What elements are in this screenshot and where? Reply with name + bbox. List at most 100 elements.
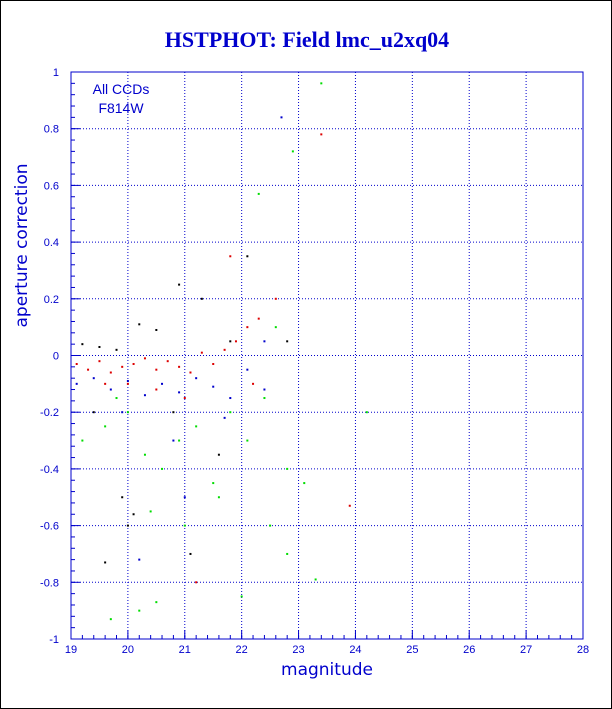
data-point [155,388,158,391]
data-point [274,297,277,300]
data-point [195,425,198,428]
data-point [195,377,198,380]
x-tick-label: 26 [463,644,475,656]
x-tick-label: 25 [406,644,418,656]
data-point [104,425,107,428]
data-point [189,552,192,555]
data-point [223,416,226,419]
data-point [189,371,192,374]
data-point [240,595,243,598]
data-point [178,439,181,442]
data-point [109,371,112,374]
tick-marks [70,71,584,640]
annotation-ccds: All CCDs [93,81,150,97]
y-tick-label: 0.6 [44,180,59,192]
data-point [263,340,266,343]
data-point [126,380,129,383]
data-point [217,496,220,499]
x-axis-label: magnitude [281,660,373,680]
data-point [229,340,232,343]
x-tick-label: 19 [65,644,77,656]
data-point [81,343,84,346]
data-point [178,391,181,394]
x-tick-label: 22 [236,644,248,656]
data-point [183,524,186,527]
data-point [98,360,101,363]
annotation-filter: F814W [98,100,144,116]
data-point [138,323,141,326]
y-tick-label: 0.2 [44,294,59,306]
data-point [104,382,107,385]
data-point [274,326,277,329]
data-point [98,345,101,348]
data-point [348,504,351,507]
data-point [155,328,158,331]
y-tick-label: -0.2 [40,407,59,419]
x-tick-label: 27 [520,644,532,656]
data-point [149,510,152,513]
data-point [109,618,112,621]
y-tick-label: 0 [53,351,59,363]
data-point [269,524,272,527]
data-point [172,411,175,414]
data-point [138,558,141,561]
data-point [257,192,260,195]
data-point [320,82,323,85]
data-point [229,255,232,258]
x-tick-label: 21 [179,644,191,656]
data-point [121,411,124,414]
y-tick-label: 0.4 [44,237,59,249]
y-tick-labels: -1 -0.8 -0.6 -0.4 -0.2 0 0.2 0.4 0.6 0.8 1 [40,67,59,646]
y-axis-label: aperture correction [12,164,32,328]
data-point [195,581,198,584]
chart-title: HSTPHOT: Field lmc_u2xq04 [164,27,450,52]
data-point [234,340,237,343]
x-tick-label: 24 [349,644,361,656]
data-point [126,411,129,414]
data-point [246,368,249,371]
grid-lines [71,72,583,639]
data-point [178,283,181,286]
data-point [229,397,232,400]
data-point [87,368,90,371]
data-point [132,363,135,366]
y-tick-label: 1 [53,67,59,79]
data-point [126,524,129,527]
data-point [223,348,226,351]
data-point [212,482,215,485]
data-point [155,368,158,371]
data-point [172,439,175,442]
data-point [155,601,158,604]
data-points [75,82,368,621]
data-point [121,365,124,368]
y-tick-label: -1 [49,634,59,646]
data-point [263,397,266,400]
data-point [280,116,283,119]
data-point [161,382,164,385]
data-point [286,467,289,470]
data-point [365,411,368,414]
data-point [229,411,232,414]
data-point [178,365,181,368]
data-point [246,255,249,258]
data-point [81,439,84,442]
data-point [314,578,317,581]
data-point [263,388,266,391]
data-point [115,348,118,351]
data-point [143,394,146,397]
data-point [303,482,306,485]
data-point [115,397,118,400]
data-point [161,467,164,470]
x-tick-label: 20 [122,644,134,656]
y-tick-label: -0.4 [40,464,59,476]
data-point [217,453,220,456]
data-point [109,388,112,391]
data-point [104,561,107,564]
data-point [257,317,260,320]
data-point [143,357,146,360]
data-point [75,382,78,385]
data-point [246,439,249,442]
data-point [286,340,289,343]
